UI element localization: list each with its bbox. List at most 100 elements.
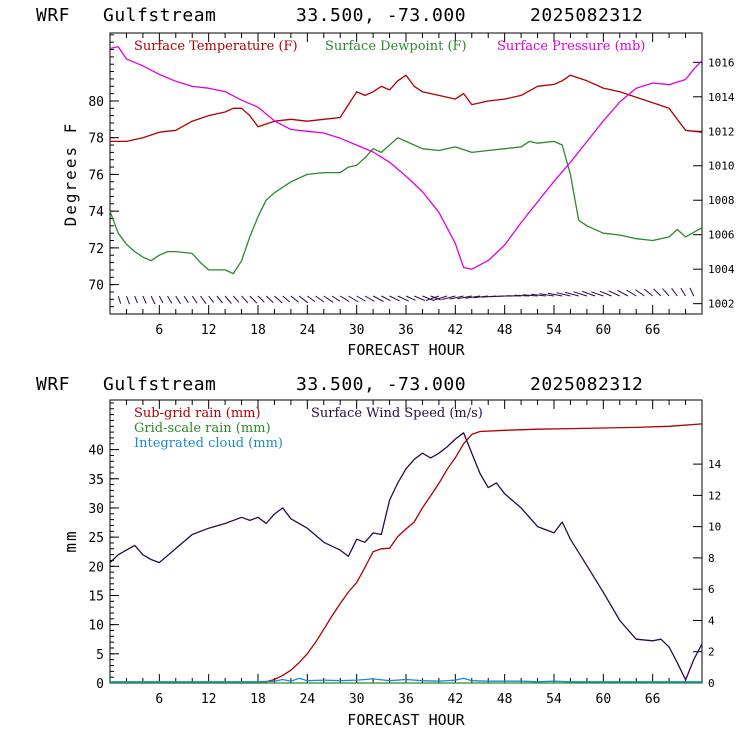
top-x-tick-label: 60 [596,323,612,338]
wind-barb [556,292,571,297]
legend-surface-pressure: Surface Pressure (mb) [497,39,645,54]
wind-barb [680,287,686,297]
wind-barb [216,295,223,304]
top-header-init: 2025082312 [530,5,643,26]
wind-barb [241,295,249,304]
wind-barb [158,295,164,304]
wind-barb [449,295,464,300]
wind-barb [117,295,122,304]
bottom-y-axis-label: mm [61,529,80,552]
wind-barb [514,294,530,297]
wind-barb [644,288,653,297]
wind-barb [381,295,391,302]
bottom-y2-tick-label: 10 [708,521,721,534]
top-y-tick-label: 74 [88,205,104,220]
wind-barb [662,288,670,297]
wind-barb [626,289,637,297]
bottom-x-tick-label: 36 [398,692,414,707]
bottom-x-tick-label: 60 [596,692,612,707]
wind-barb [167,295,173,304]
bottom-header-coords: 33.500, -73.000 [296,374,466,395]
legend-surface-wind-speed: Surface Wind Speed (m/s) [311,406,483,421]
wind-barb [539,293,555,297]
wind-barb [653,288,662,297]
wind-barb [315,295,325,303]
top-x-tick-label: 30 [349,323,365,338]
wind-barb [372,295,384,303]
bottom-y-tick-label: 0 [96,677,104,692]
bottom-y2-tick-label: 6 [708,583,715,596]
bottom-header-init: 2025082312 [530,374,643,395]
wind-barb [150,295,156,305]
top-legend: Surface Temperature (F) Surface Dewpoint… [134,39,645,54]
bottom-x-tick-label: 30 [349,692,365,707]
wind-barbs [117,287,695,305]
bottom-y2-tick-label: 14 [708,458,722,471]
wind-barb [224,295,232,304]
legend-integrated-cloud: Integrated cloud (mm) [134,436,283,451]
wind-barb [397,295,410,302]
wind-barb [591,291,604,297]
wind-barb [635,289,645,297]
wind-barb [257,295,265,303]
bottom-y-tick-label: 20 [88,560,104,575]
wind-barb [191,295,198,304]
bottom-header: WRF Gulfstream 33.500, -73.000 202508231… [36,374,643,395]
wind-barb [582,290,596,297]
wind-barb [175,295,181,305]
bottom-y2-tick-label: 0 [708,677,715,690]
bottom-x-tick-label: 66 [645,692,661,707]
wind-barb [290,295,299,303]
wind-barb [608,290,620,297]
bottom-series-lines [109,423,703,684]
bottom-y-tick-label: 5 [96,648,104,663]
bottom-legend: Sub-grid rain (mm) Grid-scale rain (mm) … [134,406,483,451]
bottom-x-tick-label: 48 [497,692,513,707]
wind-barb [323,295,334,303]
top-x-tick-label: 12 [201,323,217,338]
top-x-tick-label: 6 [155,323,163,338]
wind-barb [339,295,350,303]
wind-barb [599,290,612,297]
wind-barb [617,289,629,297]
wind-barb [564,291,579,297]
top-axis-ticks: 6 12 18 24 30 36 42 48 54 60 66 70 72 74 76 78 80 1002 100… [88,33,735,338]
wind-barb [274,295,283,304]
wind-barb [433,295,448,301]
top-y2-tick-label: 1002 [708,298,735,311]
top-header: WRF Gulfstream 33.500, -73.000 202508231… [36,5,643,26]
bottom-x-tick-label: 6 [155,692,163,707]
wind-barb [348,295,359,303]
bottom-axis-ticks: 6 12 18 24 30 36 42 48 54 60 660510152025303540024… [88,400,722,707]
wind-barb [522,294,538,297]
wind-barb [307,295,316,303]
bottom-header-site: Gulfstream [103,374,216,395]
top-y-tick-label: 76 [88,168,104,183]
bottom-y-tick-label: 40 [88,444,104,459]
top-header-coords: 33.500, -73.000 [296,5,466,26]
wind-barb [405,295,416,301]
wind-barb [465,295,481,299]
top-x-tick-label: 48 [497,323,513,338]
bottom-x-tick-label: 54 [546,692,562,707]
wind-barb [125,295,130,305]
top-y2-tick-label: 1004 [708,263,735,276]
top-series-line-2 [109,46,703,270]
bottom-y-tick-label: 25 [88,531,104,546]
top-y2-tick-label: 1012 [708,125,735,138]
wind-barb [389,295,400,302]
top-y2-tick-label: 1010 [708,160,735,173]
wind-barb [689,287,695,297]
wind-barb [282,295,290,303]
bottom-x-axis-label: FORECAST HOUR [347,711,465,729]
wind-barb [298,295,309,304]
wind-barb [183,295,189,303]
bottom-x-tick-label: 24 [300,692,316,707]
bottom-series-line-2 [110,677,702,683]
top-y2-tick-label: 1006 [708,229,735,242]
bottom-x-tick-label: 18 [250,692,266,707]
temperature-chart: 6 12 18 24 30 36 42 48 54 60 66 70 72 74 76 78 80 1002 100… [61,32,735,359]
wind-barb [531,293,546,297]
top-y-tick-label: 70 [88,279,104,294]
